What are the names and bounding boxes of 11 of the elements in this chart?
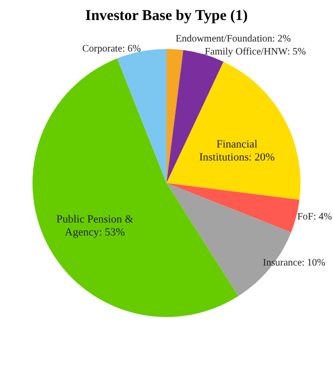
chart-title: Investor Base by Type (1) [85,8,248,24]
slice-label: Family Office/HNW: 5% [204,46,306,58]
slice-label: Corporate: 6% [82,43,141,54]
slice-label: Financial Institutions: 20% [199,138,275,164]
slice-label: Public Pension & Agency: 53% [56,214,134,238]
pie-slice [166,49,184,183]
pie-slice [166,183,300,232]
slice-label: Endowment/Foundation: 2% [176,33,291,44]
slice-label: FoF: 4% [297,212,332,223]
slice-label: Insurance: 10% [262,258,326,269]
pie-slice [166,62,300,200]
